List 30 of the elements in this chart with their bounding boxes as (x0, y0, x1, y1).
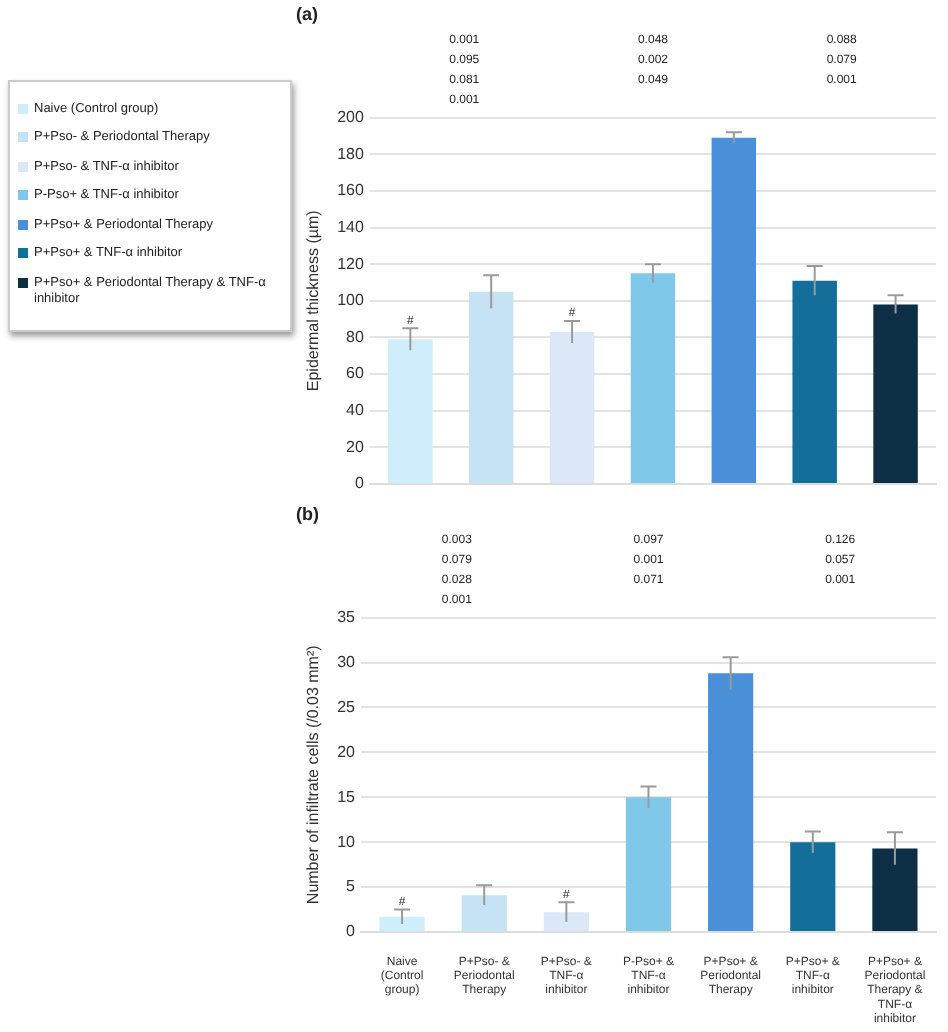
y-tick-label: 40 (346, 401, 365, 420)
y-tick-label: 180 (337, 144, 365, 163)
chart-title: (a) (296, 3, 318, 24)
y-tick-label: 20 (337, 742, 357, 761)
y-axis-title: Epidermal thickness (µm) (304, 209, 323, 392)
y-tick-label: 10 (337, 832, 357, 851)
bar (872, 848, 918, 931)
y-tick-label: 200 (337, 108, 365, 127)
y-tick-label: 80 (346, 327, 365, 346)
bar (379, 916, 425, 931)
y-tick-label: 20 (346, 437, 365, 456)
y-tick-label: 0 (354, 474, 365, 493)
chart-title: (b) (296, 503, 319, 524)
y-tick-label: 0 (346, 922, 357, 941)
y-tick-label: 160 (337, 181, 365, 200)
y-tick-label: 100 (337, 291, 365, 310)
bar (708, 673, 754, 931)
y-tick-label: 5 (346, 877, 357, 896)
y-tick-label: 120 (337, 254, 365, 273)
y-tick-label: 30 (337, 652, 357, 671)
y-tick-label: 25 (337, 697, 357, 716)
y-tick-label: 60 (346, 364, 365, 383)
bar (790, 842, 836, 931)
y-tick-label: 140 (337, 217, 365, 236)
y-tick-label: 35 (337, 608, 357, 627)
y-tick-label: 15 (337, 787, 357, 806)
bar (543, 912, 589, 931)
bar (461, 895, 507, 931)
y-axis-title: Number of infiltrate cells (/0.03 mm²) (304, 644, 323, 905)
bar (625, 797, 672, 931)
